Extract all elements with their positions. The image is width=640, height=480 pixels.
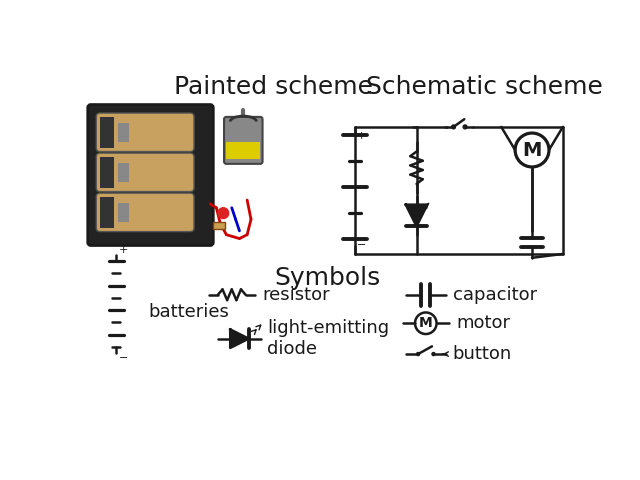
- FancyBboxPatch shape: [96, 153, 194, 192]
- Circle shape: [463, 125, 467, 129]
- FancyBboxPatch shape: [96, 113, 194, 152]
- Text: +: +: [118, 245, 128, 255]
- Text: button: button: [452, 345, 512, 363]
- FancyBboxPatch shape: [88, 105, 213, 245]
- FancyBboxPatch shape: [227, 142, 260, 159]
- Text: +: +: [357, 131, 367, 141]
- FancyBboxPatch shape: [118, 163, 129, 181]
- Polygon shape: [406, 204, 428, 226]
- Circle shape: [417, 352, 420, 356]
- Circle shape: [452, 125, 456, 129]
- Circle shape: [432, 352, 435, 356]
- FancyBboxPatch shape: [212, 222, 225, 228]
- Text: Painted scheme: Painted scheme: [174, 74, 373, 98]
- Text: Symbols: Symbols: [275, 265, 381, 289]
- FancyBboxPatch shape: [100, 117, 114, 148]
- Text: batteries: batteries: [148, 303, 230, 321]
- Text: −: −: [118, 353, 128, 363]
- Text: resistor: resistor: [262, 286, 330, 304]
- FancyBboxPatch shape: [118, 203, 129, 222]
- FancyBboxPatch shape: [224, 117, 262, 164]
- Text: light-emitting
diode: light-emitting diode: [267, 319, 389, 358]
- Text: M: M: [522, 141, 541, 159]
- Text: M: M: [419, 316, 433, 330]
- Text: capacitor: capacitor: [452, 286, 537, 304]
- Text: Schematic scheme: Schematic scheme: [367, 74, 604, 98]
- Circle shape: [218, 208, 228, 218]
- FancyBboxPatch shape: [118, 123, 129, 142]
- FancyBboxPatch shape: [100, 197, 114, 228]
- Text: −: −: [357, 240, 367, 250]
- FancyBboxPatch shape: [100, 157, 114, 188]
- Text: motor: motor: [456, 314, 511, 332]
- FancyBboxPatch shape: [96, 193, 194, 232]
- Polygon shape: [230, 329, 249, 348]
